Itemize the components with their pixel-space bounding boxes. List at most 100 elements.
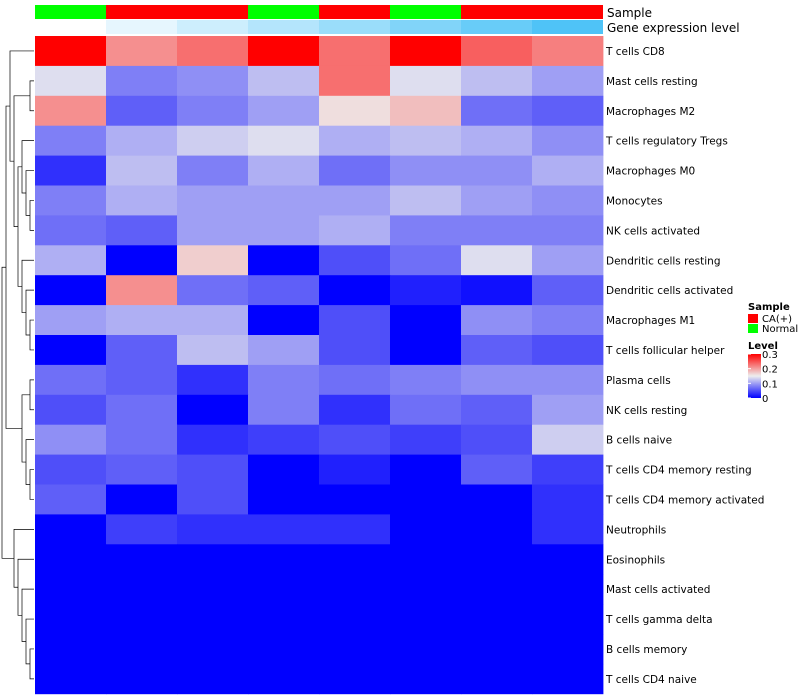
heatmap-cell: [532, 663, 604, 695]
row-label: T cells follicular helper: [605, 345, 725, 357]
heatmap-cell: [35, 484, 107, 515]
heatmap-cell: [177, 125, 249, 156]
heatmap-cell: [106, 544, 178, 575]
heatmap-cell: [532, 305, 604, 336]
heatmap-cell: [319, 185, 391, 216]
heatmap-cell: [532, 245, 604, 276]
heatmap-cell: [35, 454, 107, 485]
heatmap-cell: [106, 95, 178, 127]
heatmap-cell: [390, 125, 462, 156]
annotation-cell-expression-7: [461, 20, 532, 34]
row-label: Dendritic cells activated: [606, 285, 733, 297]
heatmap-cell: [177, 245, 249, 276]
heatmap-cell: [35, 305, 107, 336]
heatmap-cell: [248, 544, 320, 575]
annotation-cell-sample-2: [106, 5, 177, 19]
heatmap-cell: [248, 604, 320, 635]
annotation-cell-expression-3: [177, 20, 248, 34]
heatmap-cell: [532, 544, 604, 575]
heatmap-cell: [177, 275, 249, 306]
row-label: NK cells activated: [606, 225, 700, 237]
heatmap-cell: [319, 335, 391, 366]
heatmap-cell: [461, 364, 533, 396]
dendrogram-branch: [21, 588, 34, 642]
dendrogram-branch: [13, 529, 34, 588]
row-label: T cells gamma delta: [605, 614, 713, 626]
heatmap-cell: [35, 604, 107, 635]
heatmap-cell: [106, 305, 178, 336]
heatmap-cell: [177, 484, 249, 515]
heatmap-cell: [461, 185, 533, 216]
heatmap-cell: [532, 604, 604, 635]
heatmap-cell: [35, 215, 107, 246]
heatmap-cell: [248, 663, 320, 695]
heatmap-cell: [106, 484, 178, 515]
heatmap-cell: [248, 454, 320, 485]
heatmap-cell: [319, 454, 391, 485]
annotation-cell-sample-1: [35, 5, 106, 19]
heatmap-cell: [319, 245, 391, 276]
heatmap-cell: [177, 305, 249, 336]
heatmap-cell: [35, 125, 107, 156]
row-label: T cells CD4 memory activated: [605, 494, 764, 506]
row-label: Plasma cells: [606, 375, 671, 387]
heatmap-cell: [390, 305, 462, 336]
heatmap-cell: [35, 36, 107, 67]
heatmap-cell: [177, 394, 249, 426]
heatmap-cell: [248, 574, 320, 605]
heatmap-cell: [248, 275, 320, 306]
heatmap-cell: [319, 424, 391, 455]
heatmap-cell: [35, 245, 107, 276]
heatmap-cell: [35, 155, 107, 186]
heatmap-cell: [35, 574, 107, 605]
heatmap-cell: [106, 36, 178, 67]
annotation-cell-sample-6: [390, 5, 461, 19]
row-label: NK cells resting: [606, 405, 687, 417]
heatmap-cell: [177, 634, 249, 665]
heatmap-cell: [461, 36, 533, 67]
heatmap-cell: [35, 364, 107, 396]
heatmap-cell: [390, 245, 462, 276]
legend-tick-label: 0.1: [762, 379, 778, 390]
heatmap-cell: [106, 335, 178, 366]
heatmap-cell: [319, 604, 391, 635]
heatmap-cell: [461, 155, 533, 186]
heatmap-cell: [106, 215, 178, 246]
heatmap-cell: [532, 574, 604, 605]
heatmap-cell: [390, 604, 462, 635]
heatmap-cell: [248, 155, 320, 186]
heatmap-cell: [177, 36, 249, 67]
heatmap-cell: [461, 394, 533, 426]
heatmap-cell: [319, 364, 391, 396]
row-labels: T cells CD8 Mast cells resting Macrophages…: [605, 46, 764, 686]
heatmap-cell: [532, 454, 604, 485]
heatmap-cell: [177, 604, 249, 635]
dendrogram-branch: [21, 140, 34, 194]
heatmap-cell: [319, 394, 391, 426]
heatmap-cell: [390, 484, 462, 515]
row-label: T cells CD4 memory resting: [605, 465, 752, 477]
heatmap-cell: [35, 335, 107, 366]
heatmap-cell: [35, 544, 107, 575]
row-label: Macrophages M2: [606, 106, 695, 118]
heatmap-cell: [177, 514, 249, 545]
row-label: Macrophages M1: [606, 315, 695, 327]
heatmap-cell: [461, 215, 533, 246]
heatmap-cell: [177, 185, 249, 216]
heatmap-cell: [106, 155, 178, 186]
column-annotations: [35, 5, 603, 34]
heatmap-cell: [461, 484, 533, 515]
heatmap-cell: [461, 454, 533, 485]
heatmap-cell: [461, 65, 533, 97]
heatmap-cell: [106, 65, 178, 97]
heatmap-cell: [532, 95, 604, 127]
row-label: Neutrophils: [606, 524, 666, 536]
dendrogram-branch: [17, 166, 22, 287]
heatmap-cell: [319, 514, 391, 545]
annotation-cell-expression-5: [319, 20, 390, 34]
legend-tick-label: 0.2: [762, 365, 778, 376]
annotation-label: Sample: [607, 6, 652, 20]
heatmap-cell: [532, 155, 604, 186]
